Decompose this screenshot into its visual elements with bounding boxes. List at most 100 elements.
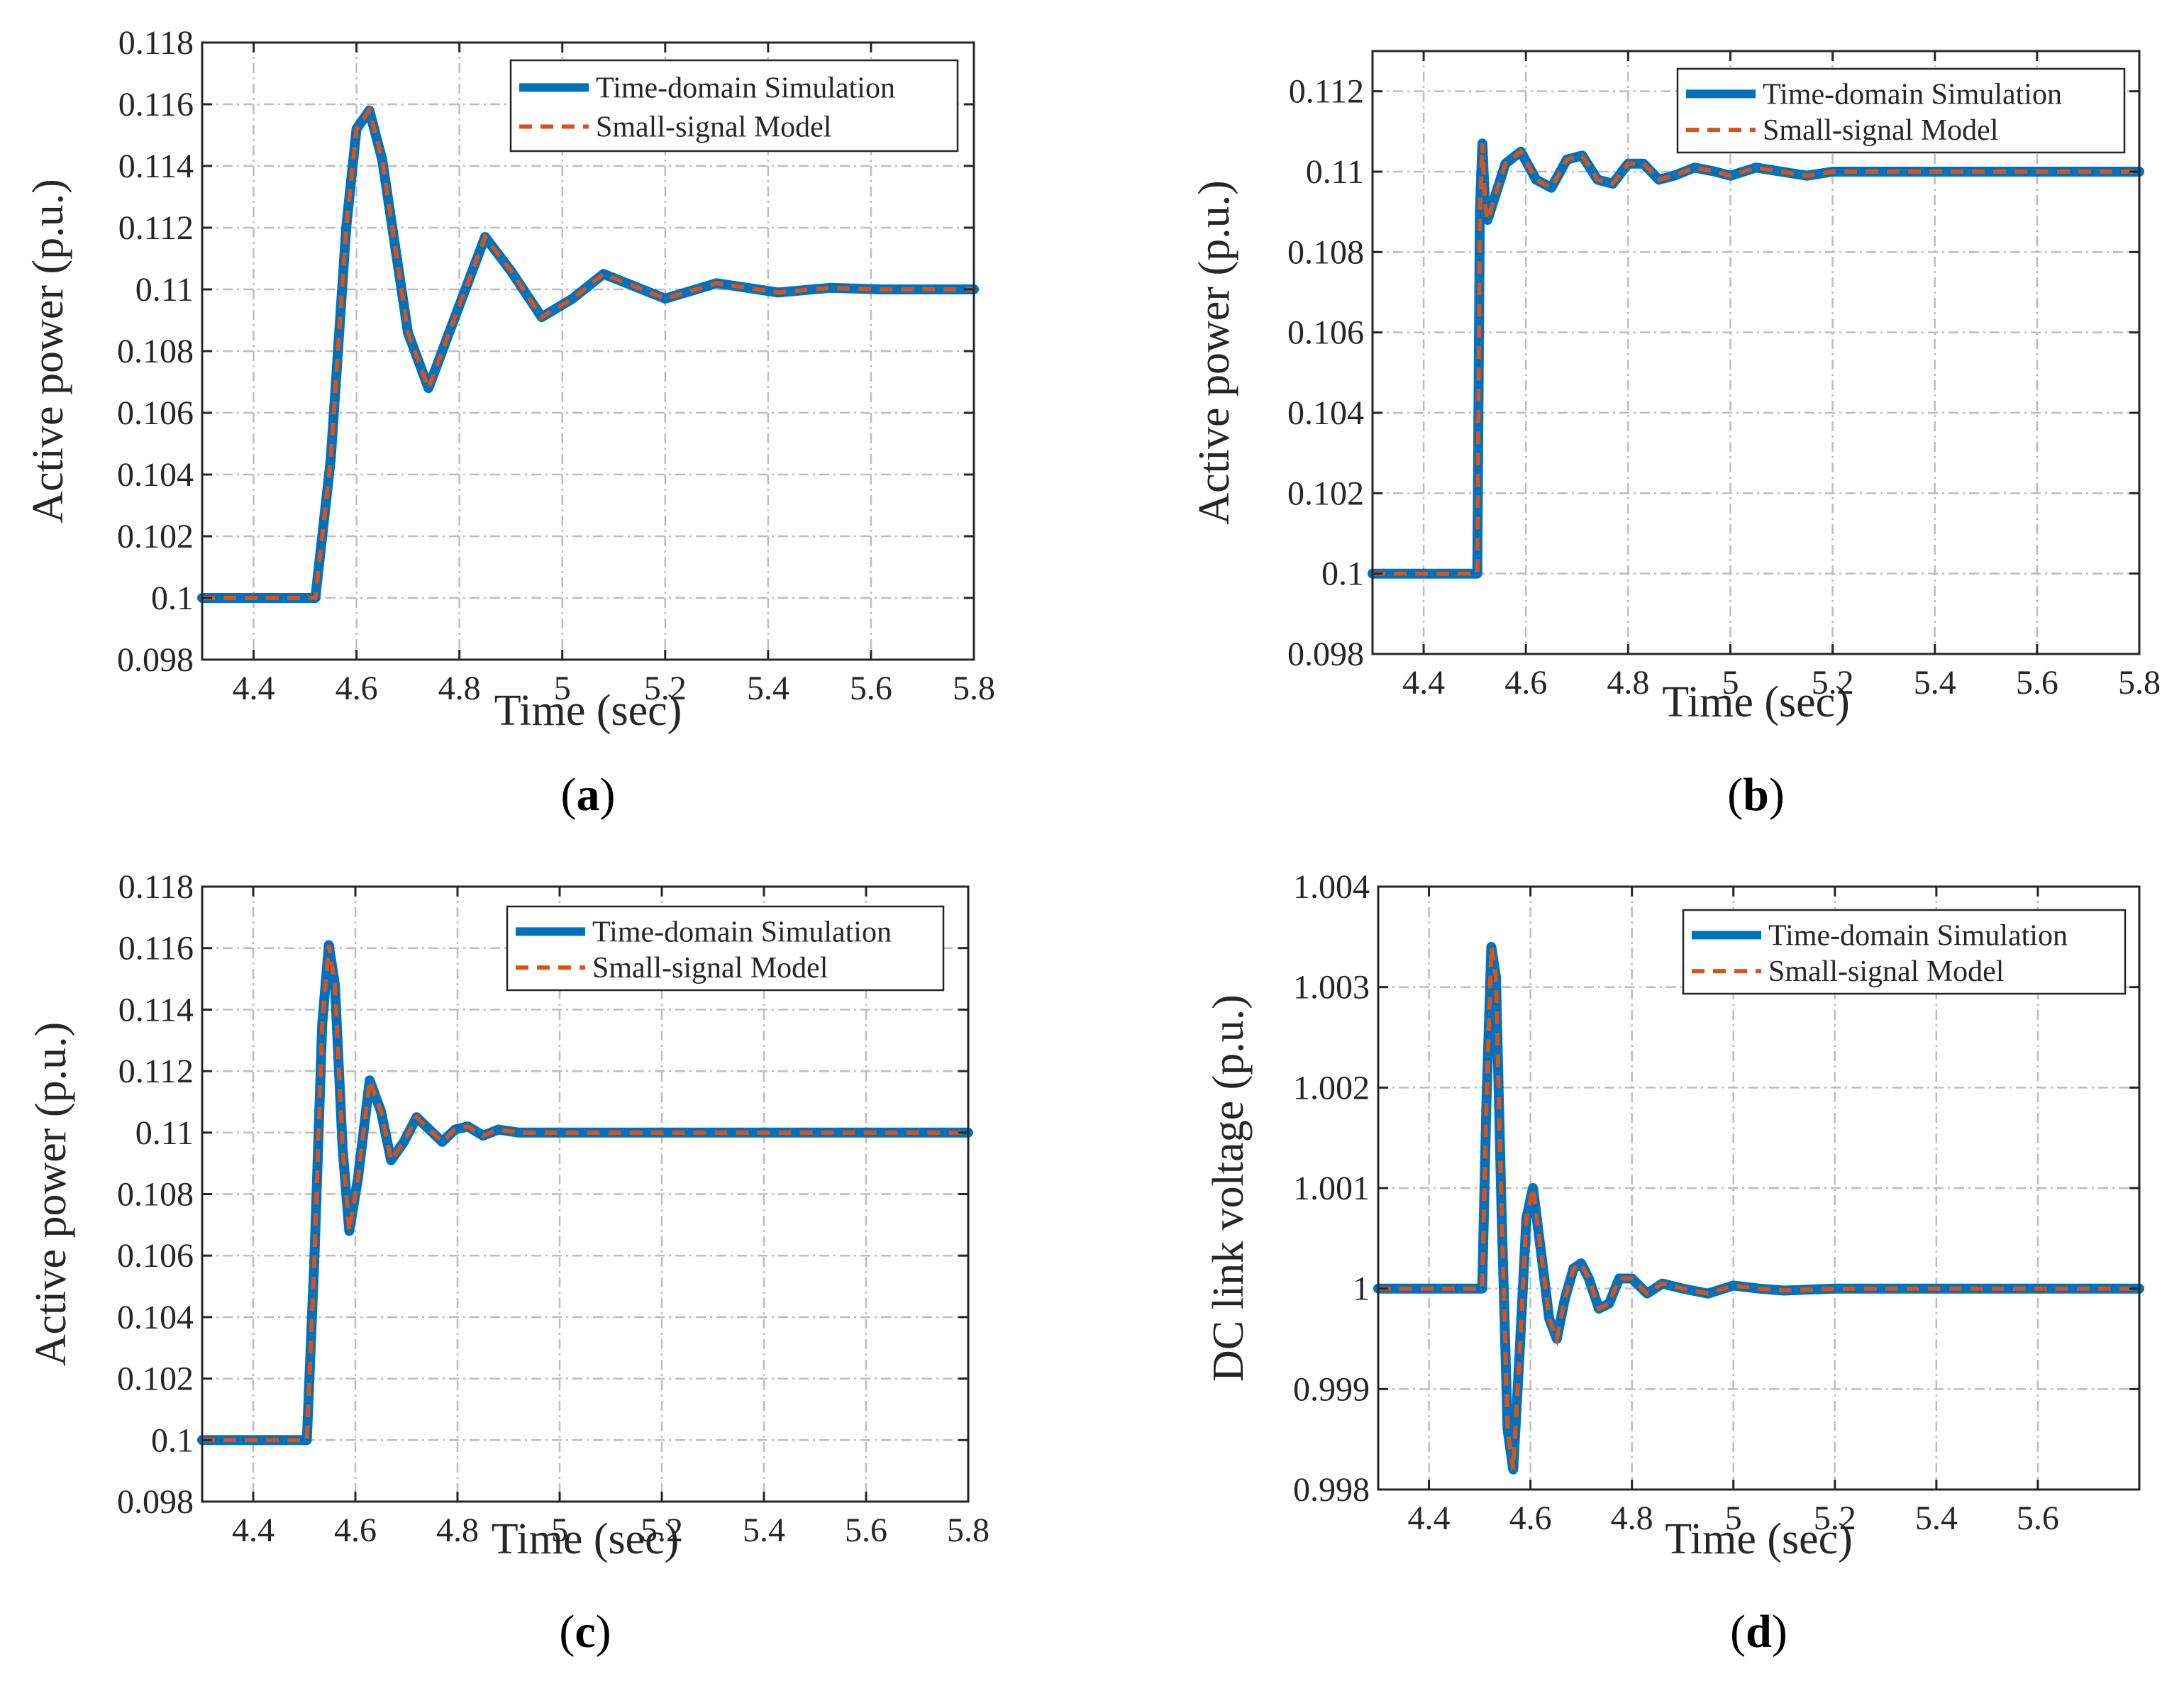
- y-tick-label: 1.004: [1293, 868, 1370, 906]
- y-tick-label: 0.104: [117, 1299, 194, 1336]
- x-tick-label: 5.2: [641, 1512, 683, 1549]
- y-tick-label: 0.108: [1287, 233, 1364, 271]
- panel-c: 4.4 4.6 4.8 5 5.2 5.4 5.6 5.8 0.098 0.1 0.102 0.104…: [27, 868, 990, 1658]
- legend-label-time-domain-simulation: Time-domain Simulation: [1768, 919, 2068, 952]
- x-tick-label: 4.4: [233, 670, 275, 707]
- y-tick-label: 0.106: [117, 1237, 194, 1275]
- x-tick-label: 5: [554, 670, 571, 707]
- x-tick-label: 5.8: [2118, 664, 2161, 701]
- x-tick-label: 5.2: [1814, 1499, 1856, 1537]
- legend-box: [1682, 909, 2127, 995]
- y-tick-label: 0.11: [135, 271, 194, 309]
- x-axis-label: Time (sec): [494, 687, 682, 735]
- x-tick-label: 5.6: [2017, 1499, 2059, 1537]
- y-axis-label: DC link voltage (p.u.): [1204, 994, 1253, 1382]
- legend-label-small-signal-model: Small-signal Model: [1768, 955, 2004, 988]
- y-tick-label: 0.1: [1321, 555, 1364, 593]
- y-tick-label: 0.11: [135, 1114, 194, 1152]
- y-tick-label: 0.114: [118, 991, 194, 1028]
- x-tick-label: 5.6: [850, 670, 892, 707]
- y-tick-label: 0.998: [1293, 1471, 1370, 1509]
- x-tick-label: 5.2: [1812, 664, 1854, 701]
- legend-label-small-signal-model: Small-signal Model: [596, 111, 831, 143]
- y-tick-label: 0.116: [118, 86, 194, 123]
- legend-label-small-signal-model: Small-signal Model: [592, 952, 828, 985]
- x-tick-label: 4.8: [1611, 1499, 1653, 1537]
- x-tick-label: 5: [1722, 664, 1739, 701]
- y-tick-label: 0.114: [118, 148, 194, 185]
- y-tick-label: 0.108: [117, 1176, 194, 1214]
- y-tick-label: 0.104: [1287, 394, 1364, 432]
- x-tick-label: 4.4: [232, 1512, 275, 1549]
- series-line-small-signal-model: [202, 944, 968, 1443]
- x-tick-label: 4.4: [1408, 1499, 1451, 1537]
- y-axis-label: Active power (p.u.): [27, 1022, 75, 1367]
- y-tick-label: 0.118: [118, 868, 194, 906]
- y-tick-label: 1.001: [1293, 1170, 1370, 1207]
- y-tick-label: 0.112: [118, 1053, 194, 1090]
- x-tick-label: 4.8: [436, 1512, 479, 1549]
- x-tick-label: 5.4: [743, 1512, 785, 1549]
- x-tick-label: 5.2: [644, 670, 687, 707]
- y-axis-label: Active power (p.u.): [1190, 180, 1238, 525]
- series-line-small-signal-model: [1378, 946, 2139, 1470]
- panel-d: 4.4 4.6 4.8 5 5.2 5.4 5.6 0.998 0.999 1 1.001 1.002…: [1204, 868, 2144, 1658]
- legend-box: [506, 905, 945, 992]
- x-tick-label: 4.6: [1504, 664, 1547, 701]
- y-tick-label: 0.104: [117, 456, 194, 494]
- panel-label: (b): [1727, 769, 1785, 821]
- x-axis-label: Time (sec): [1665, 1515, 1853, 1563]
- x-tick-label: 4.6: [1509, 1499, 1552, 1537]
- y-tick-label: 0.098: [117, 641, 194, 679]
- series-line-small-signal-model: [202, 105, 974, 600]
- y-tick-label: 0.112: [118, 209, 194, 247]
- x-tick-label: 4.4: [1402, 664, 1445, 701]
- x-tick-label: 5.8: [947, 1512, 990, 1549]
- panel-label: (a): [561, 769, 616, 821]
- legend-label-time-domain-simulation: Time-domain Simulation: [596, 72, 895, 104]
- y-tick-label: 0.116: [118, 930, 194, 967]
- x-axis-label: Time (sec): [1662, 678, 1850, 726]
- x-tick-label: 4.6: [334, 1512, 377, 1549]
- y-tick-label: 0.106: [117, 394, 194, 432]
- x-tick-label: 5.6: [845, 1512, 887, 1549]
- x-tick-label: 5.4: [1915, 1499, 1958, 1537]
- legend-box: [1676, 67, 2126, 154]
- y-tick-label: 0.098: [117, 1483, 194, 1521]
- y-tick-label: 0.102: [117, 1360, 194, 1398]
- x-tick-label: 5.6: [2016, 664, 2058, 701]
- x-tick-label: 5: [1725, 1499, 1742, 1537]
- panel-label: (d): [1730, 1606, 1787, 1658]
- y-tick-label: 0.118: [118, 24, 194, 62]
- legend-label-time-domain-simulation: Time-domain Simulation: [1763, 78, 2062, 111]
- x-axis-label: Time (sec): [492, 1515, 680, 1563]
- panel-label: (c): [559, 1606, 611, 1658]
- x-tick-label: 5.4: [747, 670, 789, 707]
- x-tick-label: 5.8: [953, 670, 995, 707]
- y-tick-label: 0.106: [1287, 314, 1364, 352]
- y-tick-label: 0.098: [1287, 636, 1364, 673]
- y-axis-label: Active power (p.u.): [24, 179, 72, 523]
- x-tick-label: 4.8: [438, 670, 481, 707]
- legend-label-small-signal-model: Small-signal Model: [1763, 114, 1998, 147]
- y-tick-label: 0.999: [1293, 1370, 1370, 1408]
- axes-frame: [1371, 50, 2141, 655]
- panel-a: 4.4 4.6 4.8 5 5.2 5.4 5.6 5.8 0.098 0.1 0.102 0.104…: [24, 24, 995, 821]
- y-tick-label: 0.102: [117, 518, 194, 555]
- y-tick-label: 0.102: [1287, 475, 1364, 512]
- panel-b: 4.4 4.6 4.8 5 5.2 5.4 5.6 5.8 0.098 0.1 0.102 0.104…: [1190, 50, 2161, 821]
- y-tick-label: 1.002: [1293, 1069, 1370, 1107]
- series-line-small-signal-model: [1373, 143, 2139, 576]
- x-tick-label: 5.4: [1914, 664, 1956, 701]
- y-tick-label: 0.1: [151, 1421, 194, 1459]
- legend-box: [509, 59, 959, 152]
- y-tick-label: 0.1: [151, 579, 194, 617]
- y-tick-label: 1.003: [1293, 969, 1370, 1006]
- legend-label-time-domain-simulation: Time-domain Simulation: [592, 916, 892, 948]
- y-tick-label: 0.11: [1306, 153, 1364, 191]
- y-tick-label: 0.112: [1289, 73, 1364, 111]
- x-tick-label: 4.8: [1607, 664, 1649, 701]
- x-tick-label: 4.6: [336, 670, 378, 707]
- y-tick-label: 1: [1353, 1270, 1370, 1308]
